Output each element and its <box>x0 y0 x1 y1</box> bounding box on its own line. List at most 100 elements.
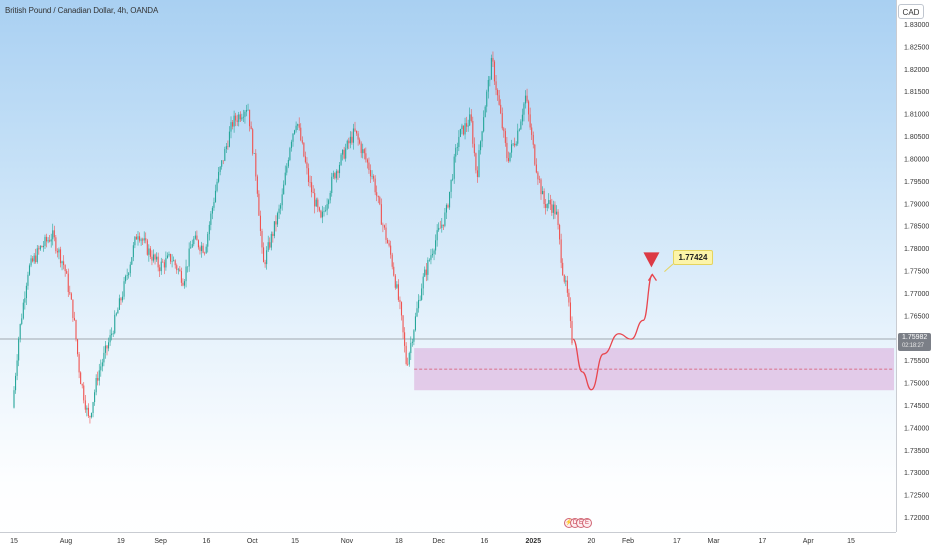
candle-body <box>221 160 223 167</box>
candle-body <box>52 230 54 240</box>
x-tick-label: 19 <box>117 538 125 545</box>
candle-body <box>478 150 480 177</box>
candle-body <box>323 211 325 212</box>
candle <box>252 127 254 156</box>
candle <box>244 110 246 124</box>
candle-body <box>42 245 44 248</box>
candle <box>504 128 506 147</box>
candle <box>255 149 257 181</box>
y-tick-label: 1.72500 <box>904 493 929 500</box>
candle-body <box>100 366 102 371</box>
candle-body <box>565 280 567 282</box>
candle <box>98 363 100 386</box>
candle <box>391 252 393 270</box>
earnings-icon[interactable]: E <box>582 518 592 528</box>
candle <box>84 394 86 413</box>
candle <box>235 112 237 127</box>
currency-badge[interactable]: CAD <box>898 4 924 19</box>
candle-body <box>399 299 401 303</box>
candle <box>497 88 499 101</box>
candle-body <box>121 296 124 301</box>
candle-body <box>148 248 150 255</box>
candle-body <box>41 246 43 248</box>
candle <box>58 247 60 260</box>
candle <box>123 276 125 300</box>
candle-body <box>18 338 20 361</box>
candle <box>369 164 372 184</box>
candle <box>174 259 176 269</box>
candle <box>445 203 447 220</box>
candle-body <box>199 247 201 251</box>
candle-body <box>414 316 416 331</box>
candle <box>354 121 356 133</box>
candle <box>428 258 430 262</box>
candle <box>334 172 336 180</box>
candle <box>97 371 99 386</box>
candle-body <box>535 164 537 173</box>
candle <box>25 282 27 305</box>
candle <box>359 137 361 145</box>
candle <box>306 157 308 175</box>
candle <box>95 374 97 396</box>
candle <box>453 153 455 184</box>
candle-body <box>276 213 279 225</box>
candle <box>483 110 485 133</box>
candle-body <box>16 360 18 376</box>
candle <box>368 157 370 174</box>
candle <box>55 234 57 254</box>
candle-body <box>537 172 539 180</box>
candle-body <box>495 81 497 90</box>
candle <box>337 169 339 180</box>
candle <box>120 296 122 306</box>
candle <box>142 237 144 245</box>
candle-body <box>486 91 488 107</box>
target-price-label[interactable]: 1.77424 <box>673 250 713 265</box>
candle-body <box>503 128 505 132</box>
candle-body <box>69 291 71 294</box>
candle <box>233 110 235 133</box>
candle-body <box>143 238 145 241</box>
candle-body <box>385 227 387 240</box>
candle <box>56 248 58 258</box>
candle-body <box>549 200 551 205</box>
candle-body <box>129 264 131 274</box>
candle <box>568 288 570 307</box>
candle-body <box>142 239 144 241</box>
candle <box>431 248 434 258</box>
candle <box>441 217 443 233</box>
candle-body <box>56 251 58 253</box>
candle-body <box>165 258 167 268</box>
candle-body <box>137 236 139 240</box>
candle-body <box>173 260 175 262</box>
candle <box>253 153 255 154</box>
candle <box>28 263 31 276</box>
candle <box>49 234 51 243</box>
candle-body <box>421 288 423 300</box>
candle-body <box>182 282 184 286</box>
x-tick-label: Mar <box>708 538 721 545</box>
candle <box>546 203 548 212</box>
candle-body <box>253 153 255 154</box>
candle-body <box>183 281 186 286</box>
candle-body <box>506 142 508 159</box>
candle <box>377 195 379 204</box>
candle-body <box>345 148 347 159</box>
candle <box>24 291 26 310</box>
candle-body <box>135 236 137 240</box>
symbol-title[interactable]: British Pound / Canadian Dollar, 4h, OAN… <box>5 6 159 15</box>
candle-body <box>562 262 564 276</box>
candle <box>416 301 418 318</box>
candle <box>27 271 29 290</box>
candle <box>545 198 547 215</box>
candle <box>63 255 65 270</box>
candle <box>275 215 277 232</box>
candle-body <box>514 143 516 146</box>
x-tick-label: Dec <box>432 538 445 545</box>
candle-body <box>245 110 248 112</box>
candle-body <box>569 302 571 322</box>
candle <box>511 139 513 158</box>
candle <box>439 220 441 229</box>
